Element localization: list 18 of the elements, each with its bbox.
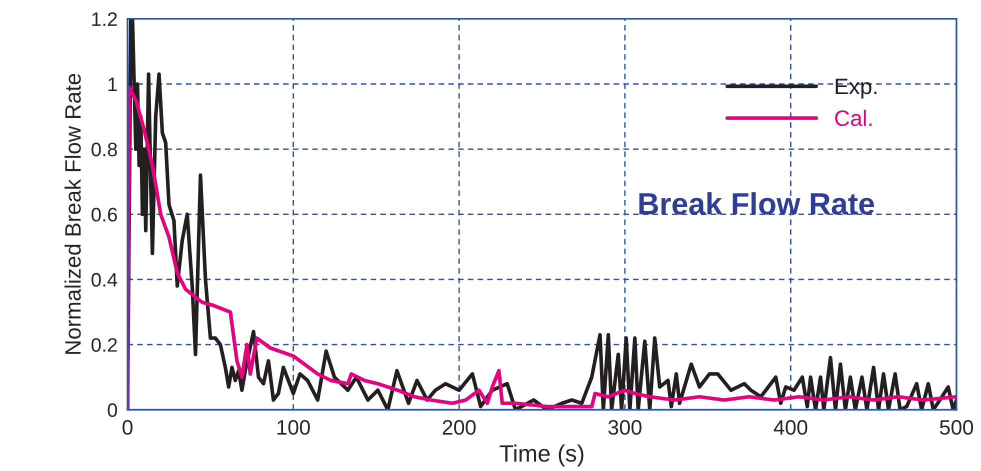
x-tick-label: 200	[442, 420, 476, 435]
y-tick-label: 1	[108, 78, 117, 92]
annotation: Break Flow Rate	[639, 192, 874, 215]
x-tick-label: 300	[608, 420, 642, 435]
y-axis-title: Normalized Break Flow Rate	[64, 74, 81, 354]
y-tick-label: 1.2	[92, 12, 117, 26]
legend-label: Exp.	[836, 78, 876, 99]
y-tick-label: 0.4	[92, 272, 118, 287]
y-tick-label: 0	[108, 403, 118, 418]
x-tick-label: 500	[940, 420, 974, 435]
y-tick-label: 0.8	[92, 142, 117, 156]
legend-label: Cal.	[835, 110, 872, 126]
x-tick-label: 100	[278, 420, 310, 435]
y-tick-label: 0.2	[92, 338, 117, 352]
x-tick-label: 0	[122, 420, 133, 435]
y-tick-label: 0.6	[92, 208, 117, 222]
x-axis-title: Time (s)	[500, 444, 584, 466]
x-tick-label: 400	[774, 420, 808, 435]
